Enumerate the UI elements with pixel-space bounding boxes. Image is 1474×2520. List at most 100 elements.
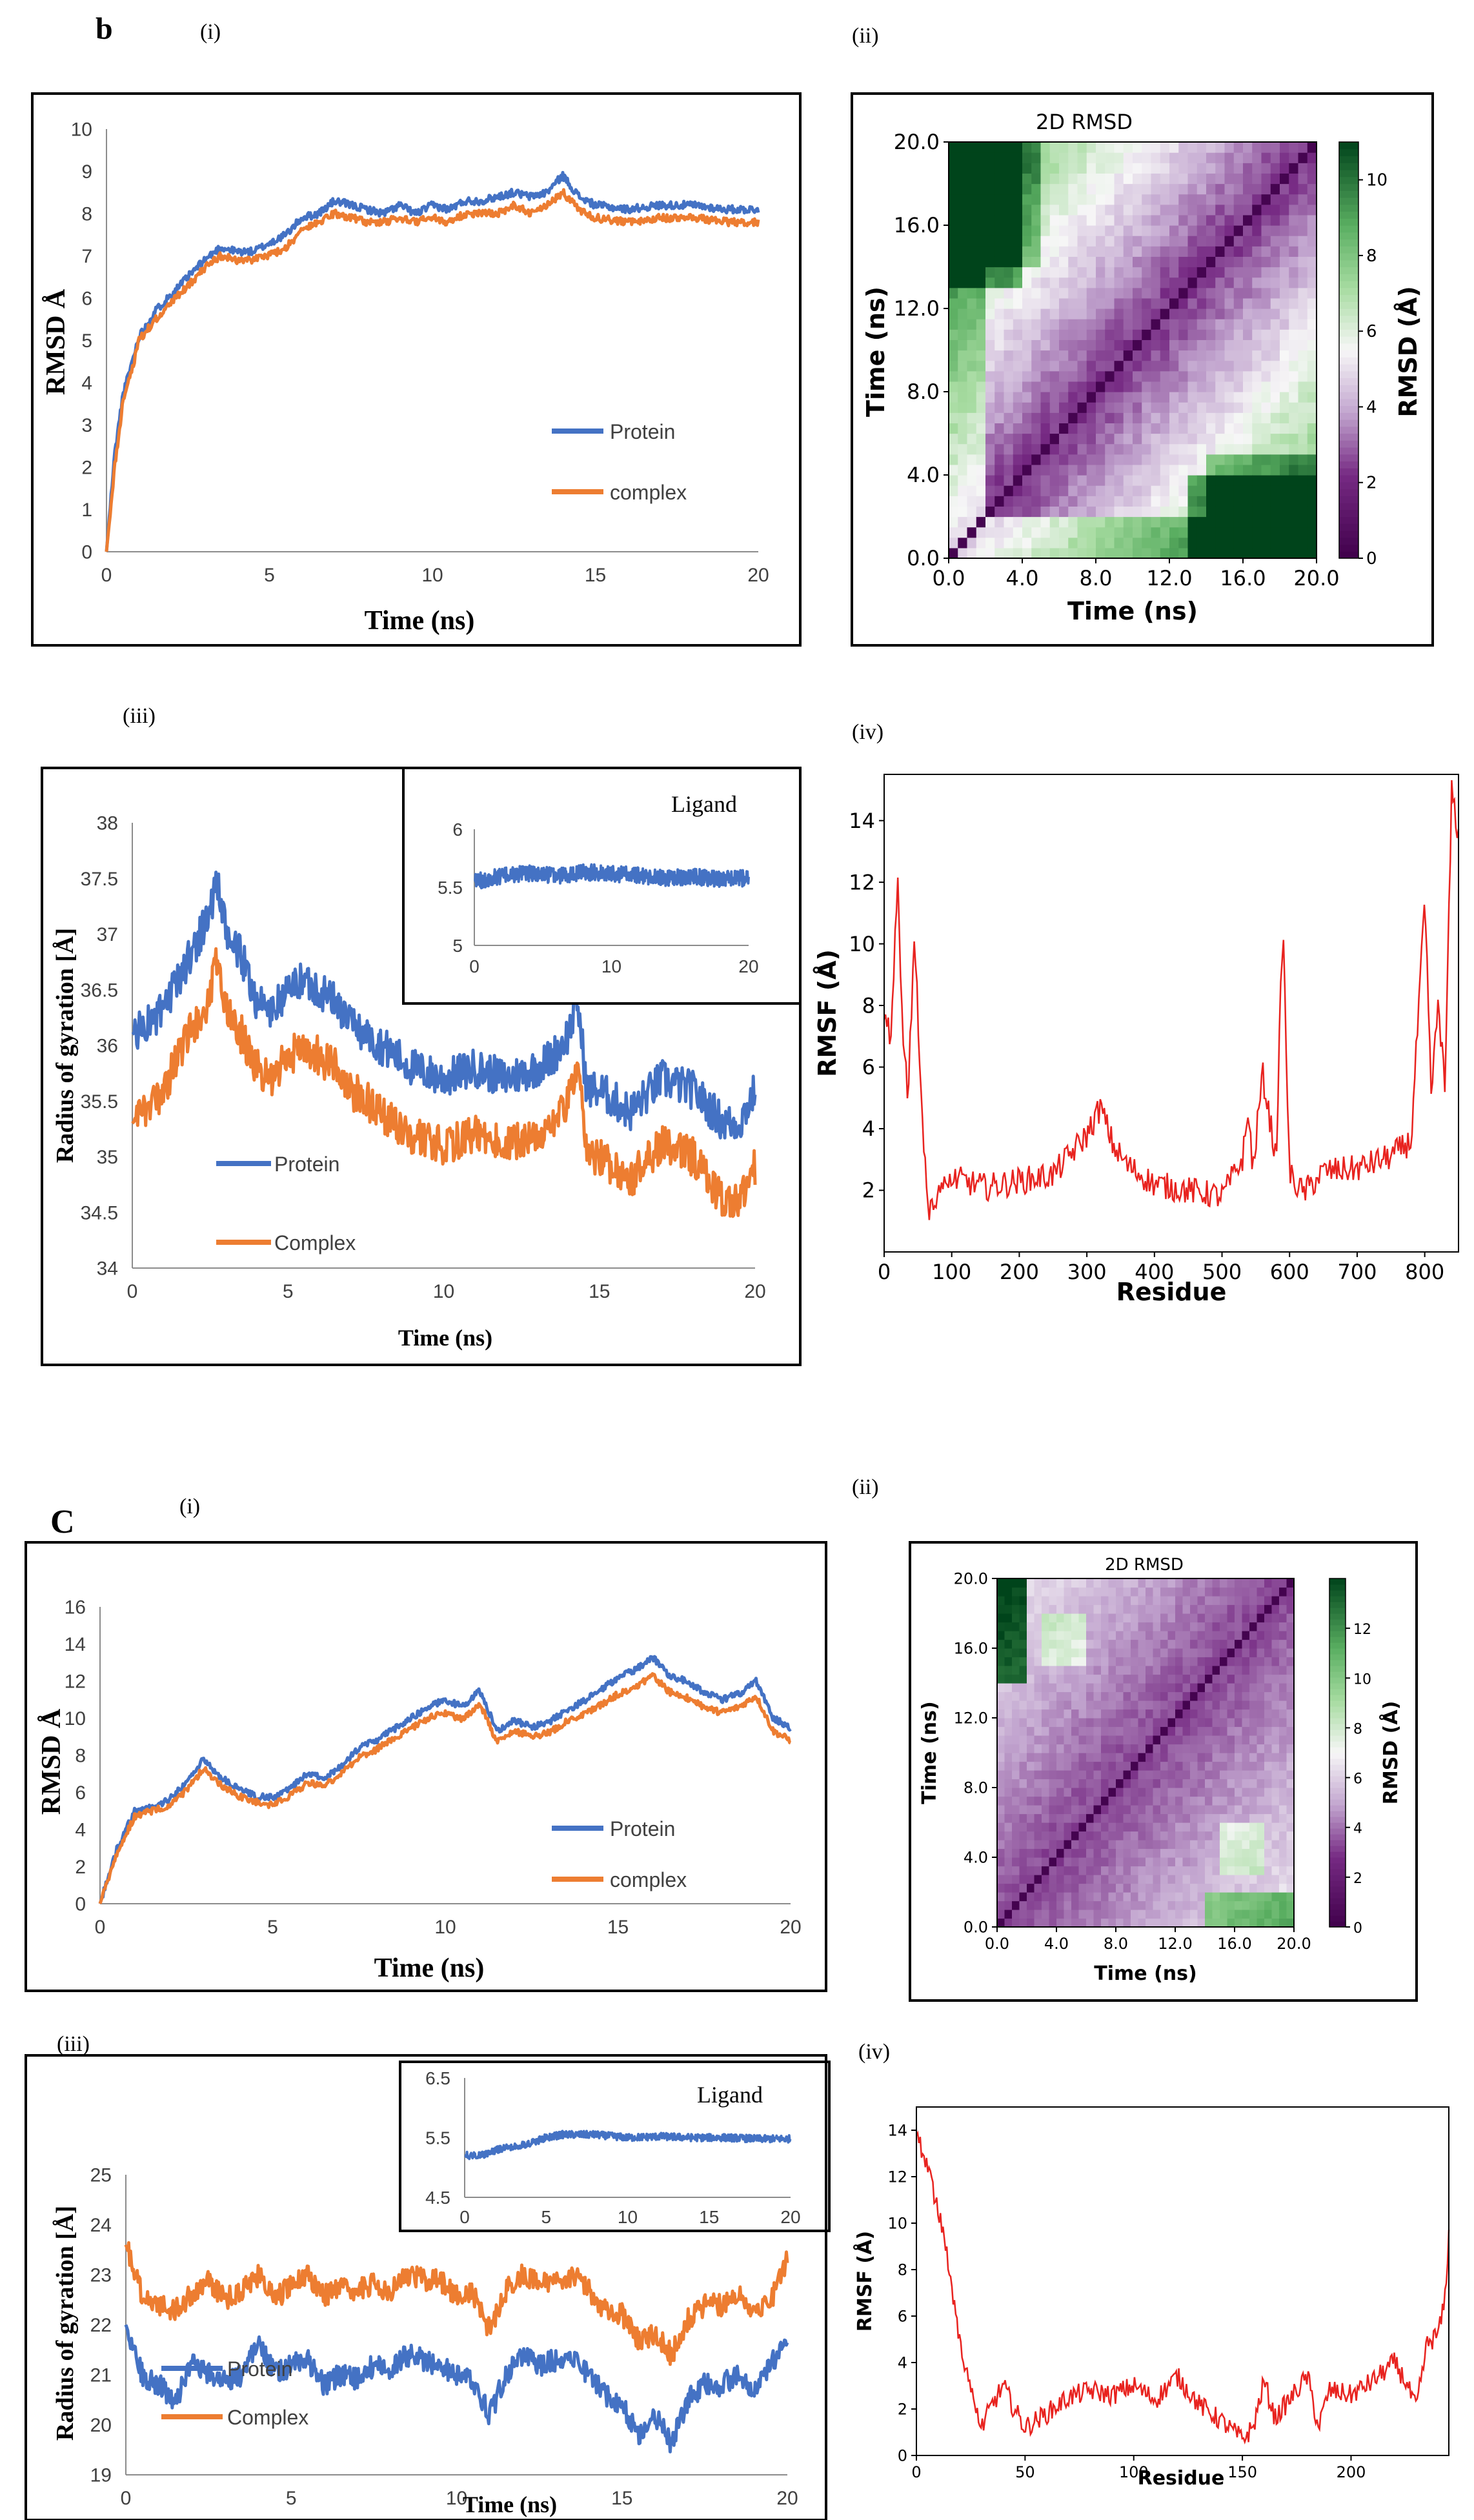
heatmap-cell bbox=[1175, 1744, 1184, 1753]
heatmap-cell bbox=[1206, 214, 1216, 226]
heatmap-cell bbox=[1093, 1813, 1102, 1823]
heatmap-cell bbox=[1116, 1578, 1124, 1588]
heatmap-cell bbox=[1270, 152, 1280, 163]
heatmap-cell bbox=[1264, 1883, 1273, 1893]
heatmap-cell bbox=[1123, 506, 1133, 518]
heatmap-cell bbox=[994, 297, 1005, 309]
y-tick-label: 14 bbox=[65, 1634, 86, 1655]
heatmap-cell bbox=[1138, 1822, 1146, 1832]
heatmap-cell bbox=[1206, 236, 1216, 247]
heatmap-cell bbox=[1059, 246, 1069, 257]
heatmap-cell bbox=[1257, 1900, 1265, 1910]
heatmap-cell bbox=[1012, 1587, 1020, 1597]
heatmap-cell bbox=[1167, 1788, 1176, 1797]
heatmap-cell bbox=[1270, 329, 1280, 340]
heatmap-cell bbox=[1116, 1866, 1124, 1875]
colorbar-segment bbox=[1329, 1700, 1346, 1707]
heatmap-cell bbox=[1215, 329, 1226, 340]
heatmap-cell bbox=[1114, 142, 1124, 153]
heatmap-cell bbox=[994, 204, 1005, 216]
heatmap-cell bbox=[1307, 183, 1317, 195]
heatmap-cell bbox=[1049, 1788, 1057, 1797]
heatmap-cell bbox=[1264, 1875, 1273, 1884]
heatmap-cell bbox=[1013, 297, 1023, 309]
heatmap-cell bbox=[1270, 381, 1280, 392]
heatmap-cell bbox=[1027, 1683, 1035, 1693]
heatmap-cell bbox=[1123, 1639, 1131, 1649]
heatmap-cell bbox=[1108, 1674, 1116, 1684]
heatmap-cell bbox=[949, 267, 958, 278]
heatmap-cell bbox=[1271, 1683, 1280, 1693]
heatmap-cell bbox=[1298, 339, 1308, 351]
heatmap-cell bbox=[1049, 1613, 1057, 1623]
heatmap-cell bbox=[1078, 1840, 1087, 1850]
heatmap-cell bbox=[1056, 1892, 1065, 1902]
heatmap-cell bbox=[1307, 329, 1317, 340]
heatmap-cell bbox=[1224, 204, 1235, 216]
heatmap-cell bbox=[1093, 1596, 1102, 1606]
heatmap-cell bbox=[1220, 1796, 1228, 1806]
heatmap-cell bbox=[1131, 1587, 1139, 1597]
heatmap-cell bbox=[1049, 339, 1060, 351]
heatmap-cell bbox=[1064, 1788, 1072, 1797]
heatmap-cell bbox=[1235, 1875, 1243, 1884]
heatmap-cell bbox=[1289, 297, 1299, 309]
heatmap-cell bbox=[1022, 267, 1032, 278]
heatmap-cell bbox=[1096, 350, 1106, 361]
heatmap-cell bbox=[1027, 1866, 1035, 1875]
heatmap-cell bbox=[1182, 1753, 1191, 1762]
heatmap-cell bbox=[1040, 475, 1051, 486]
heatmap-cell bbox=[1252, 163, 1262, 174]
heatmap-cell bbox=[1252, 360, 1262, 372]
heatmap-cell bbox=[1178, 152, 1189, 163]
heatmap-cell bbox=[1093, 1840, 1102, 1850]
colorbar-segment bbox=[1329, 1875, 1346, 1881]
heatmap-cell bbox=[1068, 454, 1078, 465]
heatmap-cell bbox=[1215, 319, 1226, 330]
heatmap-cell bbox=[1206, 402, 1216, 413]
heatmap-cell bbox=[1160, 464, 1170, 476]
heatmap-cell bbox=[1004, 152, 1014, 163]
heatmap-cell bbox=[1190, 1831, 1198, 1840]
heatmap-cell bbox=[1224, 381, 1235, 392]
heatmap-cell bbox=[1235, 1587, 1243, 1597]
heatmap-cell bbox=[997, 1796, 1005, 1806]
heatmap-cell bbox=[1056, 1796, 1065, 1806]
heatmap-cell bbox=[1077, 183, 1087, 195]
heatmap-cell bbox=[1068, 537, 1078, 549]
heatmap-cell bbox=[1064, 1900, 1072, 1910]
heatmap-cell bbox=[1286, 1622, 1295, 1631]
heatmap-cell bbox=[1233, 142, 1244, 153]
heatmap-cell bbox=[1215, 496, 1226, 507]
heatmap-cell bbox=[1064, 1666, 1072, 1675]
heatmap-cell bbox=[967, 454, 977, 465]
heatmap-cell bbox=[1142, 370, 1152, 382]
heatmap-cell bbox=[1049, 547, 1060, 559]
heatmap-cell bbox=[1182, 1604, 1191, 1614]
heatmap-cell bbox=[1059, 204, 1069, 216]
colorbar-tick-label: 8 bbox=[1353, 1721, 1362, 1737]
heatmap-cell bbox=[1242, 1596, 1250, 1606]
heatmap-cell bbox=[1220, 1761, 1228, 1771]
heatmap-cell bbox=[1242, 1813, 1250, 1823]
y-tick-label: 23 bbox=[90, 2265, 112, 2286]
heatmap-cell bbox=[1022, 527, 1032, 538]
heatmap-cell bbox=[1114, 319, 1124, 330]
heatmap-cell bbox=[1056, 1822, 1065, 1832]
heatmap-cell bbox=[1307, 537, 1317, 549]
heatmap-cell bbox=[976, 537, 986, 549]
heatmap-cell bbox=[1235, 1709, 1243, 1719]
heatmap-cell bbox=[1175, 1892, 1184, 1902]
heatmap-cell bbox=[1178, 308, 1189, 319]
heatmap-cell bbox=[1086, 1918, 1095, 1928]
heatmap-cell bbox=[1264, 1735, 1273, 1745]
heatmap-cell bbox=[1004, 1892, 1013, 1902]
series-line-protein bbox=[124, 2324, 789, 2454]
heatmap-cell bbox=[1261, 339, 1271, 351]
colorbar-segment bbox=[1329, 1759, 1346, 1765]
heatmap-cell bbox=[1049, 236, 1060, 247]
heatmap-cell bbox=[1042, 1900, 1050, 1910]
heatmap-cell bbox=[1086, 496, 1096, 507]
heatmap-cell bbox=[958, 277, 968, 288]
heatmap-cell bbox=[1123, 1648, 1131, 1658]
